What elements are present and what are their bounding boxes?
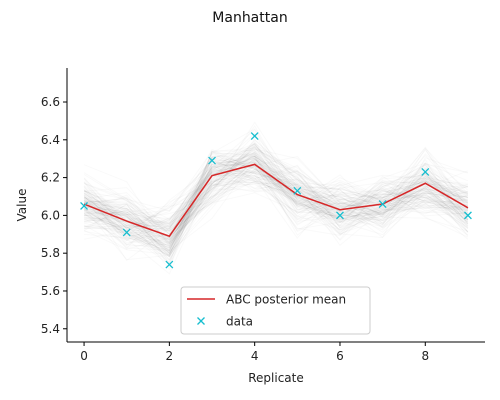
legend: ABC posterior mean data (180, 286, 371, 335)
data-point (208, 156, 216, 165)
data-point (80, 201, 89, 210)
x-tick-label: 6 (336, 349, 344, 363)
y-tick-label: 6.0 (41, 208, 60, 222)
legend-label-data: data (226, 315, 253, 329)
chart-title: Manhattan (212, 10, 287, 26)
series-layer (80, 132, 472, 269)
y-tick-label: 5.8 (41, 246, 60, 260)
data-point (421, 167, 430, 176)
y-tick-label: 6.6 (41, 95, 60, 109)
data-point (378, 200, 387, 209)
y-tick-label: 6.2 (41, 171, 60, 185)
posterior-mean-line (83, 163, 469, 238)
x-tick-label: 8 (421, 349, 429, 363)
legend-label-posterior-mean: ABC posterior mean (226, 293, 346, 307)
y-tick-label: 5.4 (41, 322, 60, 336)
data-point (293, 186, 302, 195)
data-point (463, 211, 472, 220)
x-tick-label: 4 (251, 349, 259, 363)
legend-swatch-data (197, 317, 205, 325)
y-axis-label: Value (15, 189, 29, 222)
x-axis-label: Replicate (248, 371, 304, 385)
legend-box (180, 286, 371, 335)
x-tick-label: 0 (80, 349, 88, 363)
legend-data-marker (197, 317, 205, 325)
data-point (165, 260, 174, 269)
data-point (250, 132, 259, 140)
y-tick-label: 5.6 (41, 284, 60, 298)
y-tick-label: 6.4 (41, 133, 60, 147)
data-point (122, 228, 131, 237)
x-tick-label: 2 (166, 349, 174, 363)
y-ticks: 5.4 5.6 5.8 6.0 6.2 6.4 6.6 (41, 95, 67, 336)
data-point (336, 211, 344, 220)
posterior-samples-band (84, 122, 468, 273)
x-ticks: 0 2 4 6 8 (80, 342, 429, 363)
